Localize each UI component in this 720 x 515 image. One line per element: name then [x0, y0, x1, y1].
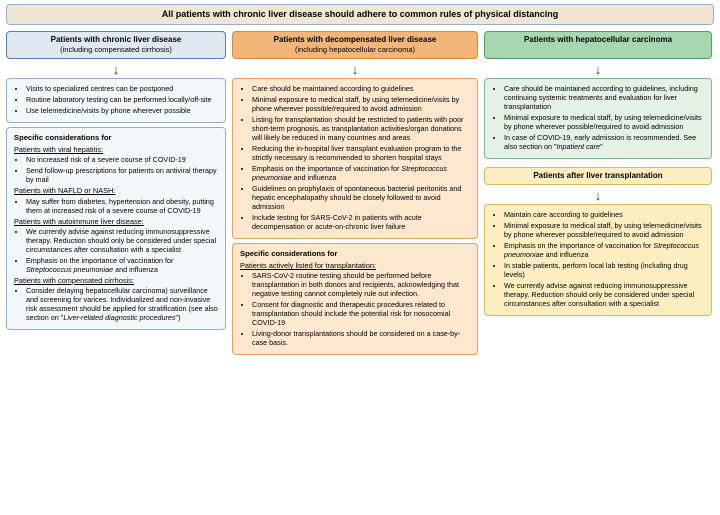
list-item: Guidelines on prophylaxis of spontaneous…	[252, 184, 470, 211]
cat-title: Patients with decompensated liver diseas…	[239, 35, 471, 45]
list-item: Emphasis on the importance of vaccinatio…	[26, 256, 218, 274]
group-title: Patients with viral hepatitis:	[14, 145, 218, 154]
list-item: SARS-CoV-2 routine testing should be per…	[252, 271, 470, 298]
bullets-chronic: Visits to specialized centres can be pos…	[6, 78, 226, 123]
cat-title: Patients with hepatocellular carcinoma	[491, 35, 705, 45]
list-item: Minimal exposure to medical staff, by us…	[504, 113, 704, 131]
list-item: Living-donor transplantations should be …	[252, 329, 470, 347]
col-decomp: Patients with decompensated liver diseas…	[232, 31, 478, 359]
columns: Patients with chronic liver disease (inc…	[0, 31, 720, 359]
list-item: In stable patients, perform local lab te…	[504, 261, 704, 279]
cat-title: Patients after liver transplantation	[491, 171, 705, 181]
bullets-hcc: Care should be maintained according to g…	[484, 78, 712, 159]
cat-header-hcc: Patients with hepatocellular carcinoma	[484, 31, 712, 58]
group-title: Patients actively listed for transplanta…	[240, 261, 470, 270]
col-hcc: Patients with hepatocellular carcinoma ↓…	[484, 31, 712, 359]
list-item: Include testing for SARS-CoV-2 in patien…	[252, 213, 470, 231]
col-chronic: Patients with chronic liver disease (inc…	[6, 31, 226, 359]
list-item: Care should be maintained according to g…	[504, 84, 704, 111]
list-item: We currently advise against reducing imm…	[504, 281, 704, 308]
list-item: Visits to specialized centres can be pos…	[26, 84, 218, 93]
cat-header-decomp: Patients with decompensated liver diseas…	[232, 31, 478, 58]
group-title: Patients with compensated cirrhosis:	[14, 276, 218, 285]
cat-header-posttx: Patients after liver transplantation	[484, 167, 712, 185]
list-item: May suffer from diabetes, hypertension a…	[26, 197, 218, 215]
cat-subtitle	[491, 45, 705, 54]
arrow-icon: ↓	[595, 63, 602, 78]
arrow-icon: ↓	[595, 189, 602, 204]
list-item: Maintain care according to guidelines	[504, 210, 704, 219]
list-item: Minimal exposure to medical staff, by us…	[504, 221, 704, 239]
arrow-icon: ↓	[352, 63, 359, 78]
list-item: Emphasis on the importance of vaccinatio…	[252, 164, 470, 182]
list-item: Emphasis on the importance of vaccinatio…	[504, 241, 704, 259]
list-item: No increased risk of a severe course of …	[26, 155, 218, 164]
list-item: Consider delaying hepatocellular carcino…	[26, 286, 218, 322]
bullets-posttx: Maintain care according to guidelines Min…	[484, 204, 712, 316]
specific-decomp: Specific considerations for Patients act…	[232, 243, 478, 356]
list-item: Minimal exposure to medical staff, by us…	[252, 95, 470, 113]
group-title: Patients with NAFLD or NASH:	[14, 186, 218, 195]
list-item: Care should be maintained according to g…	[252, 84, 470, 93]
list-item: We currently advise against reducing imm…	[26, 227, 218, 254]
bullets-decomp: Care should be maintained according to g…	[232, 78, 478, 239]
group-title: Patients with autoimmune liver disease:	[14, 217, 218, 226]
sc-title: Specific considerations for	[14, 133, 218, 142]
list-item: Reducing the in-hospital liver transplan…	[252, 144, 470, 162]
cat-subtitle: (including compensated cirrhosis)	[13, 45, 219, 54]
cat-title: Patients with chronic liver disease	[13, 35, 219, 45]
list-item: Send follow-up prescriptions for patient…	[26, 166, 218, 184]
list-item: Routine laboratory testing can be perfor…	[26, 95, 218, 104]
specific-chronic: Specific considerations for Patients wit…	[6, 127, 226, 330]
main-header: All patients with chronic liver disease …	[6, 4, 714, 25]
list-item: In case of COVID-19, early admission is …	[504, 133, 704, 151]
list-item: Listing for transplantation should be re…	[252, 115, 470, 142]
sc-title: Specific considerations for	[240, 249, 470, 258]
cat-header-chronic: Patients with chronic liver disease (inc…	[6, 31, 226, 58]
arrow-icon: ↓	[113, 63, 120, 78]
cat-subtitle: (including hepatocellular carcinoma)	[239, 45, 471, 54]
list-item: Use telemedicine/visits by phone whereve…	[26, 106, 218, 115]
list-item: Consent for diagnostic and therapeutic p…	[252, 300, 470, 327]
